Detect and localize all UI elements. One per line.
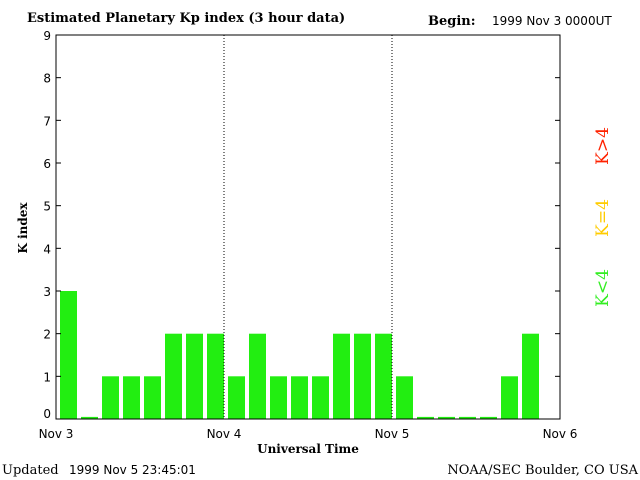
kp-bar — [228, 376, 245, 419]
kp-bar — [333, 333, 350, 419]
kp-bar — [312, 376, 329, 419]
kp-bar — [249, 333, 266, 419]
kp-bar — [123, 376, 140, 419]
updated-label: Updated — [2, 463, 59, 478]
source-credit: NOAA/SEC Boulder, CO USA — [447, 463, 638, 478]
kp-bar — [60, 291, 77, 419]
y-tick-label: 8 — [43, 72, 51, 86]
kp-bar — [81, 416, 98, 419]
y-tick-label: 5 — [43, 200, 51, 214]
chart-title: Estimated Planetary Kp index (3 hour dat… — [27, 11, 345, 26]
y-tick-label: 4 — [43, 242, 51, 256]
kp-bar — [480, 416, 497, 419]
kp-bar — [459, 416, 476, 419]
y-axis-label: K index — [16, 202, 30, 254]
kp-bar — [501, 376, 518, 419]
kp-bar — [207, 333, 224, 419]
y-tick-label: 0 — [43, 407, 51, 421]
y-tick-label: 2 — [43, 328, 51, 342]
kp-bar — [165, 333, 182, 419]
legend-entry: K<4 — [593, 269, 613, 307]
plot-frame — [55, 34, 561, 420]
updated-value: 1999 Nov 5 23:45:01 — [69, 463, 196, 477]
kp-bar — [375, 333, 392, 419]
kp-bar — [522, 333, 539, 419]
begin-label: Begin: — [428, 14, 476, 29]
kp-bar — [291, 376, 308, 419]
x-tick-label: Nov 3 — [39, 427, 74, 441]
kp-bar — [144, 376, 161, 419]
y-tick-label: 9 — [43, 29, 51, 43]
legend-entry: K=4 — [593, 199, 613, 237]
y-tick-label: 7 — [43, 114, 51, 128]
y-tick-label: 1 — [43, 370, 51, 384]
x-tick-label: Nov 6 — [543, 427, 578, 441]
kp-bar — [417, 416, 434, 419]
x-tick-label: Nov 4 — [207, 427, 242, 441]
x-tick-label: Nov 5 — [375, 427, 410, 441]
legend-entry: K>4 — [593, 127, 613, 165]
bars-group — [60, 291, 539, 419]
legend: K<4 K=4 K>4 — [593, 127, 613, 307]
y-tick-label: 6 — [43, 157, 51, 171]
y-ticks-group: 0 1 2 3 4 5 6 7 8 9 — [43, 29, 560, 421]
y-tick-label: 3 — [43, 285, 51, 299]
kp-bar — [186, 333, 203, 419]
kp-bar — [438, 416, 455, 419]
kp-bar — [102, 376, 119, 419]
x-axis-label: Universal Time — [257, 442, 359, 456]
day-separators — [223, 35, 393, 419]
kp-bar — [354, 333, 371, 419]
kp-bar — [396, 376, 413, 419]
begin-value: 1999 Nov 3 0000UT — [492, 14, 612, 28]
kp-bar — [270, 376, 287, 419]
x-ticks-group: Nov 3 Nov 4 Nov 5 Nov 6 — [39, 427, 578, 441]
